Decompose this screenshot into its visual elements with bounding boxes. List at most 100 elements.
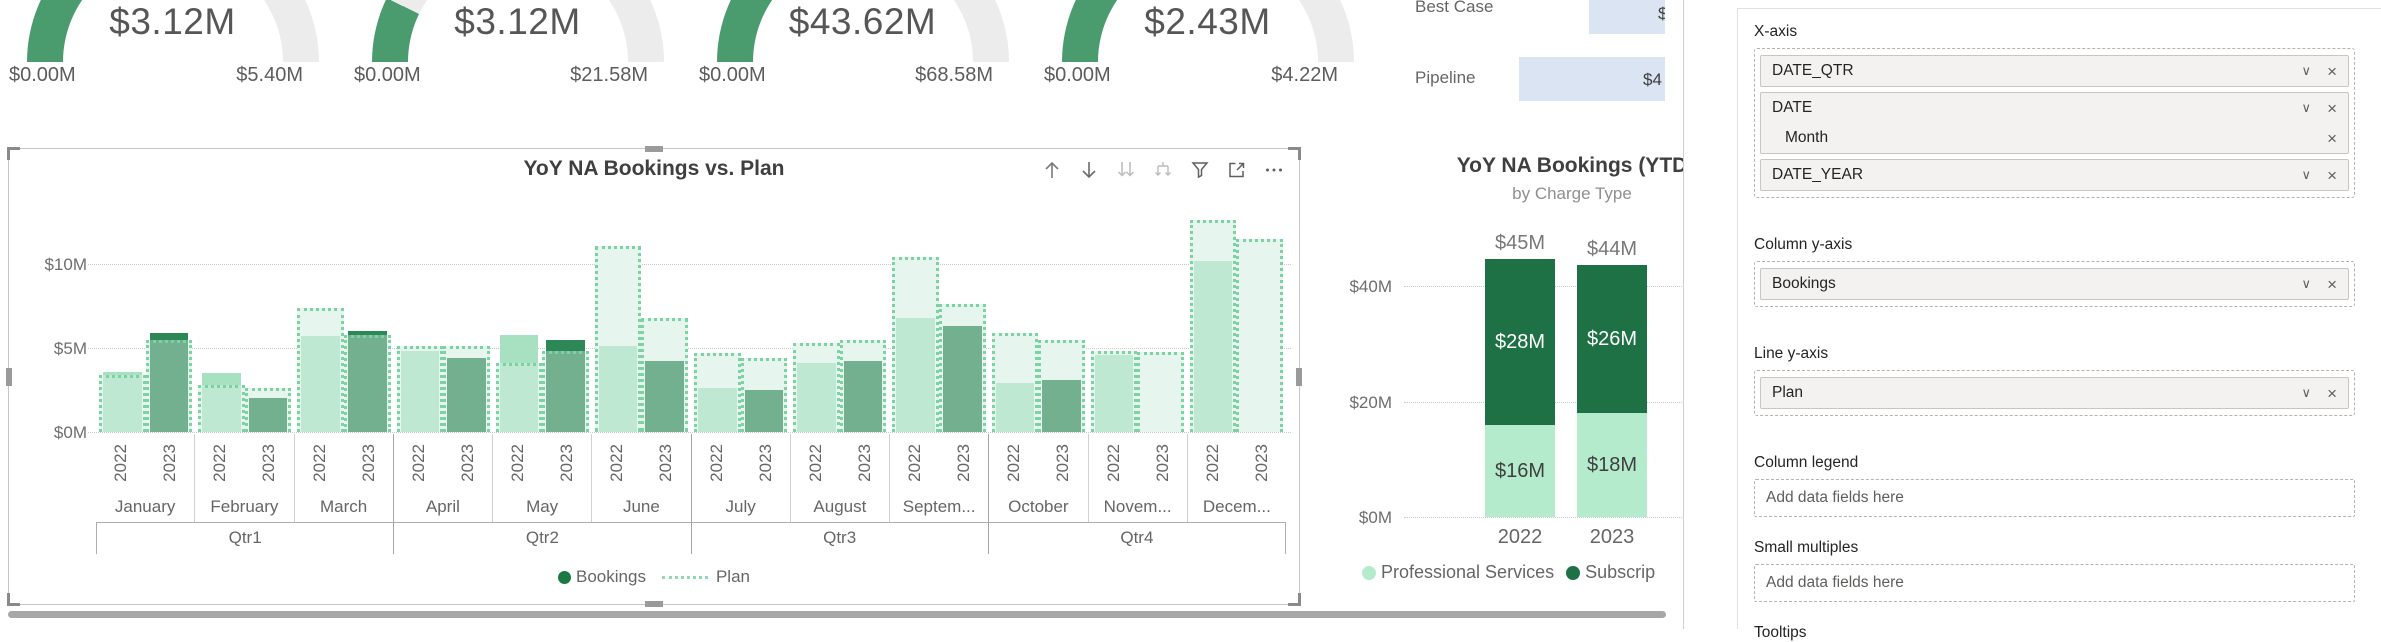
bookings-bar-2022-Novem...[interactable] <box>1094 354 1134 432</box>
bookings-bar-2023-August[interactable] <box>843 361 883 432</box>
bookings-bar-2023-February[interactable] <box>248 398 288 432</box>
month-tick-label: Novem... <box>1087 492 1187 522</box>
funnel-bar-pipeline[interactable] <box>1519 57 1665 101</box>
subscription-segment-2023[interactable] <box>1577 264 1647 414</box>
remove-field-icon[interactable]: × <box>2327 128 2337 148</box>
selection-corner-handle[interactable] <box>7 593 20 606</box>
bookings-bar-2022-July[interactable] <box>698 388 737 432</box>
bookings-bar-2022-Septem...[interactable] <box>896 317 935 432</box>
gauge-min-label: $0.00M <box>354 64 421 86</box>
quarter-tick-label: Qtr1 <box>228 528 262 547</box>
more-options-icon[interactable] <box>1263 159 1285 181</box>
gauge-row: $3.12M $0.00M $5.40M $3.12M $0.00M $21.5… <box>0 0 1380 100</box>
plan-step-2022-January <box>99 374 146 432</box>
selection-corner-handle[interactable] <box>7 147 20 160</box>
chart-legend: Professional Services Subscrip <box>1362 562 1655 583</box>
field-well-label-line-y-axis: Line y-axis <box>1754 345 1829 362</box>
funnel-bar-best-case[interactable] <box>1589 0 1665 34</box>
field-pill-date[interactable]: DATE ∨ × Month × <box>1760 92 2349 154</box>
field-well-label-tooltips: Tooltips <box>1754 624 1807 641</box>
month-group-February <box>195 218 294 432</box>
remove-field-icon[interactable]: × <box>2327 98 2337 118</box>
chevron-down-icon[interactable]: ∨ <box>2301 166 2312 182</box>
field-pill-plan[interactable]: Plan ∨ × <box>1760 377 2349 409</box>
gauge-visual-3[interactable]: $43.62M $0.00M $68.58M <box>690 0 1035 100</box>
selection-resize-handle[interactable] <box>6 367 12 386</box>
bookings-bar-2023-March[interactable] <box>347 331 387 432</box>
bookings-legend-dot <box>558 570 572 584</box>
ps-segment-2023[interactable] <box>1577 413 1647 517</box>
selection-resize-handle[interactable] <box>645 146 663 152</box>
gauge-visual-4[interactable]: $2.43M $0.00M $4.22M <box>1035 0 1380 100</box>
bookings-bar-2022-May[interactable] <box>499 334 539 432</box>
drill-up-icon[interactable] <box>1041 159 1063 181</box>
bookings-bar-2022-October[interactable] <box>995 383 1035 432</box>
go-to-next-level-icon[interactable] <box>1115 159 1137 181</box>
year-tick-label: 2022 <box>706 444 726 482</box>
selection-corner-handle[interactable] <box>1288 147 1301 160</box>
bookings-bar-2023-April[interactable] <box>447 358 486 432</box>
bookings-bar-2022-March[interactable] <box>301 336 340 432</box>
ps-segment-2022[interactable] <box>1485 424 1555 517</box>
gauge-value: $3.12M <box>109 1 236 42</box>
selection-resize-handle[interactable] <box>645 601 663 607</box>
year-tick-label: 2023 <box>457 444 477 482</box>
yoy-bookings-vs-plan-visual[interactable]: YoY NA Bookings vs. Plan $10M $5M $0M <box>6 146 1302 607</box>
expand-all-icon[interactable] <box>1152 159 1174 181</box>
field-well-column-legend-dropzone[interactable]: Add data fields here <box>1754 479 2355 517</box>
bookings-bar-2023-July[interactable] <box>744 390 784 432</box>
funnel-visual[interactable]: Best Case $ Pipeline $4 <box>1380 0 1665 115</box>
bookings-bar-2022-January[interactable] <box>103 371 142 432</box>
bookings-bar-2023-May[interactable] <box>546 339 585 432</box>
filter-icon[interactable] <box>1189 159 1211 181</box>
field-pill-date-year[interactable]: DATE_YEAR ∨ × <box>1760 159 2349 191</box>
chevron-down-icon[interactable]: ∨ <box>2301 62 2312 78</box>
funnel-bar-value: $ <box>1658 4 1665 23</box>
year-tick-label: 2023 <box>954 444 974 482</box>
bookings-bar-2023-January[interactable] <box>149 332 189 432</box>
field-well-x-axis[interactable]: DATE_QTR ∨ × DATE ∨ × Month × <box>1754 48 2355 198</box>
gauge-visual-1[interactable]: $3.12M $0.00M $5.40M <box>0 0 345 100</box>
year-tick-label: 2022 <box>309 444 329 482</box>
bookings-bar-2022-Decem...[interactable] <box>1193 260 1233 432</box>
remove-field-icon[interactable]: × <box>2327 274 2337 294</box>
y-axis-tick: $5M <box>53 339 87 358</box>
field-well-label-x-axis: X-axis <box>1754 23 1798 40</box>
month-group-April <box>394 218 493 432</box>
gauge-value: $2.43M <box>1144 1 1271 42</box>
remove-field-icon[interactable]: × <box>2327 383 2337 403</box>
horizontal-scrollbar[interactable] <box>8 611 1666 618</box>
month-tick-label: May <box>492 492 591 522</box>
chevron-down-icon[interactable]: ∨ <box>2301 384 2312 400</box>
field-well-column-y-axis[interactable]: Bookings ∨ × <box>1754 261 2355 307</box>
remove-field-icon[interactable]: × <box>2327 165 2337 185</box>
bookings-bar-2022-February[interactable] <box>202 373 241 432</box>
bookings-bar-2022-June[interactable] <box>598 346 638 432</box>
selection-corner-handle[interactable] <box>1288 593 1301 606</box>
gauge-visual-2[interactable]: $3.12M $0.00M $21.58M <box>345 0 690 100</box>
plan-step-2022-Novem... <box>1090 351 1138 432</box>
yoy-bookings-ytd-visual[interactable]: YoY NA Bookings (YTD by Charge Type $40M… <box>1312 148 1683 605</box>
remove-field-icon[interactable]: × <box>2327 61 2337 81</box>
field-pill-date-qtr[interactable]: DATE_QTR ∨ × <box>1760 55 2349 87</box>
plan-step-2023-August <box>839 339 887 432</box>
field-well-small-multiples-dropzone[interactable]: Add data fields here <box>1754 564 2355 602</box>
field-pill-bookings[interactable]: Bookings ∨ × <box>1760 268 2349 300</box>
selection-resize-handle[interactable] <box>1296 367 1302 386</box>
bookings-bar-2023-Septem...[interactable] <box>942 326 982 432</box>
bookings-bar-2022-August[interactable] <box>797 363 836 432</box>
gauge-arc <box>716 0 1009 63</box>
bookings-bar-2022-April[interactable] <box>400 351 440 432</box>
bookings-bar-2023-October[interactable] <box>1042 379 1081 432</box>
gauge-arc <box>26 0 319 63</box>
month-group-March <box>294 218 393 432</box>
chevron-down-icon[interactable]: ∨ <box>2301 275 2312 291</box>
focus-mode-icon[interactable] <box>1226 159 1248 181</box>
field-pill-date-month[interactable]: Month × <box>1785 128 2337 148</box>
field-well-line-y-axis[interactable]: Plan ∨ × <box>1754 370 2355 416</box>
drill-down-icon[interactable] <box>1078 159 1100 181</box>
subscription-segment-2022[interactable] <box>1485 258 1555 425</box>
visualizations-field-pane: X-axis DATE_QTR ∨ × DATE ∨ × Month <box>1737 8 2381 641</box>
chevron-down-icon[interactable]: ∨ <box>2301 99 2312 115</box>
bookings-bar-2023-June[interactable] <box>645 361 685 432</box>
